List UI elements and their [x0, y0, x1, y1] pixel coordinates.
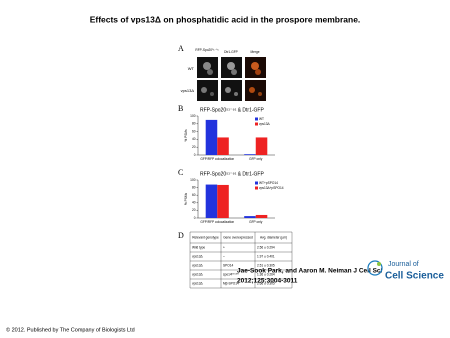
bar — [255, 214, 268, 218]
table-cell: 2.56 ± 0.294 — [257, 245, 275, 249]
table-cell: 1.97 ± 0.401 — [257, 254, 275, 258]
y-axis-label: % PSMs — [184, 129, 188, 142]
table-cell: spo14ᴷ⁸⁹⁸ᴴ — [223, 272, 239, 276]
x-tick-label: GFP only — [249, 220, 263, 224]
y-tick-label: 80 — [192, 185, 196, 189]
column-label: Dtr1-GFP — [224, 50, 238, 54]
bar — [205, 184, 218, 218]
bar — [244, 216, 256, 218]
y-tick-label: 60 — [192, 129, 196, 133]
citation: Jae-Sook Park, and Aaron M. Neiman J Cel… — [237, 268, 383, 275]
table-cell: 2.51 ± 0.305 — [257, 263, 275, 267]
table-cell: Mβ-SPO14 — [223, 281, 239, 285]
table-cell: 1.36 ± 0.264 — [257, 272, 275, 276]
y-tick-label: 60 — [192, 193, 196, 197]
y-tick-label: 40 — [192, 137, 196, 141]
row-label: WT — [188, 66, 195, 71]
table-header: Relevant genotype — [192, 235, 219, 239]
panel-label: D — [178, 231, 184, 240]
legend-label: WT+pSPO14 — [259, 181, 278, 185]
table-cell: vps13Δ — [192, 263, 204, 267]
bar — [205, 119, 218, 155]
legend-swatch — [255, 186, 258, 190]
panel-label: C — [178, 168, 183, 177]
y-axis-label: % PSMs — [184, 192, 188, 205]
citation: 2012;125:3004-3011 — [237, 278, 298, 285]
table-cell: Wild type — [192, 245, 205, 249]
logo-text: Cell Science — [385, 271, 444, 282]
copyright: © 2012. Published by The Company of Biol… — [6, 326, 135, 333]
legend-swatch — [255, 181, 258, 185]
y-tick-label: 20 — [192, 208, 196, 212]
legend-swatch — [255, 117, 258, 121]
chart-title: RFP-Spo20⁵¹⁻⁹¹ & Dtr1-GFP — [200, 171, 264, 177]
legend-label: vps13Δ — [259, 122, 271, 126]
table-cell: vps13Δ — [192, 272, 204, 276]
table-cell: vps13Δ — [192, 254, 204, 258]
y-tick-label: 0 — [194, 216, 196, 220]
x-tick-label: GFP/RFP colocalization — [200, 220, 234, 224]
bar — [255, 137, 268, 155]
y-tick-label: 0 — [194, 153, 196, 157]
y-tick-label: 100 — [190, 114, 196, 118]
y-tick-label: 20 — [192, 145, 196, 149]
panel-label: A — [178, 44, 184, 53]
title: Effects of vps13Δ on phosphatidic acid i… — [90, 14, 361, 24]
legend-label: WT — [259, 117, 264, 121]
column-label: RFP-Spo20⁵¹⁻⁹¹ — [195, 48, 218, 52]
table-cell: vps13Δ — [192, 281, 204, 285]
bar — [217, 184, 229, 218]
column-label: Merge — [250, 50, 259, 54]
table-header: Avg. diameter (µm) — [260, 235, 287, 239]
row-label: vps13Δ — [181, 88, 195, 93]
bar — [244, 154, 256, 155]
x-tick-label: GFP only — [249, 157, 263, 161]
table-cell: + — [223, 245, 225, 249]
table-header: Gene overexpressed — [223, 235, 253, 239]
micrographs — [197, 57, 266, 101]
legend-swatch — [255, 122, 258, 126]
y-tick-label: 80 — [192, 122, 196, 126]
panel-label: B — [178, 104, 183, 113]
table-cell: SPO14 — [223, 263, 234, 267]
bar — [217, 137, 229, 155]
logo-text: Journal of — [388, 261, 419, 268]
legend-label: vps13Δ+pSPO14 — [259, 186, 284, 190]
logo: Journal of Cell Science — [367, 260, 444, 282]
y-tick-label: 100 — [190, 178, 196, 182]
y-tick-label: 40 — [192, 201, 196, 205]
table-cell: – — [223, 254, 225, 258]
table-cell: 2.66 ± 0.305 — [257, 281, 275, 285]
x-tick-label: GFP/RFP colocalization — [200, 157, 234, 161]
chart-title: RFP-Spo20⁵¹⁻⁹¹ & Dtr1-GFP — [200, 107, 264, 113]
